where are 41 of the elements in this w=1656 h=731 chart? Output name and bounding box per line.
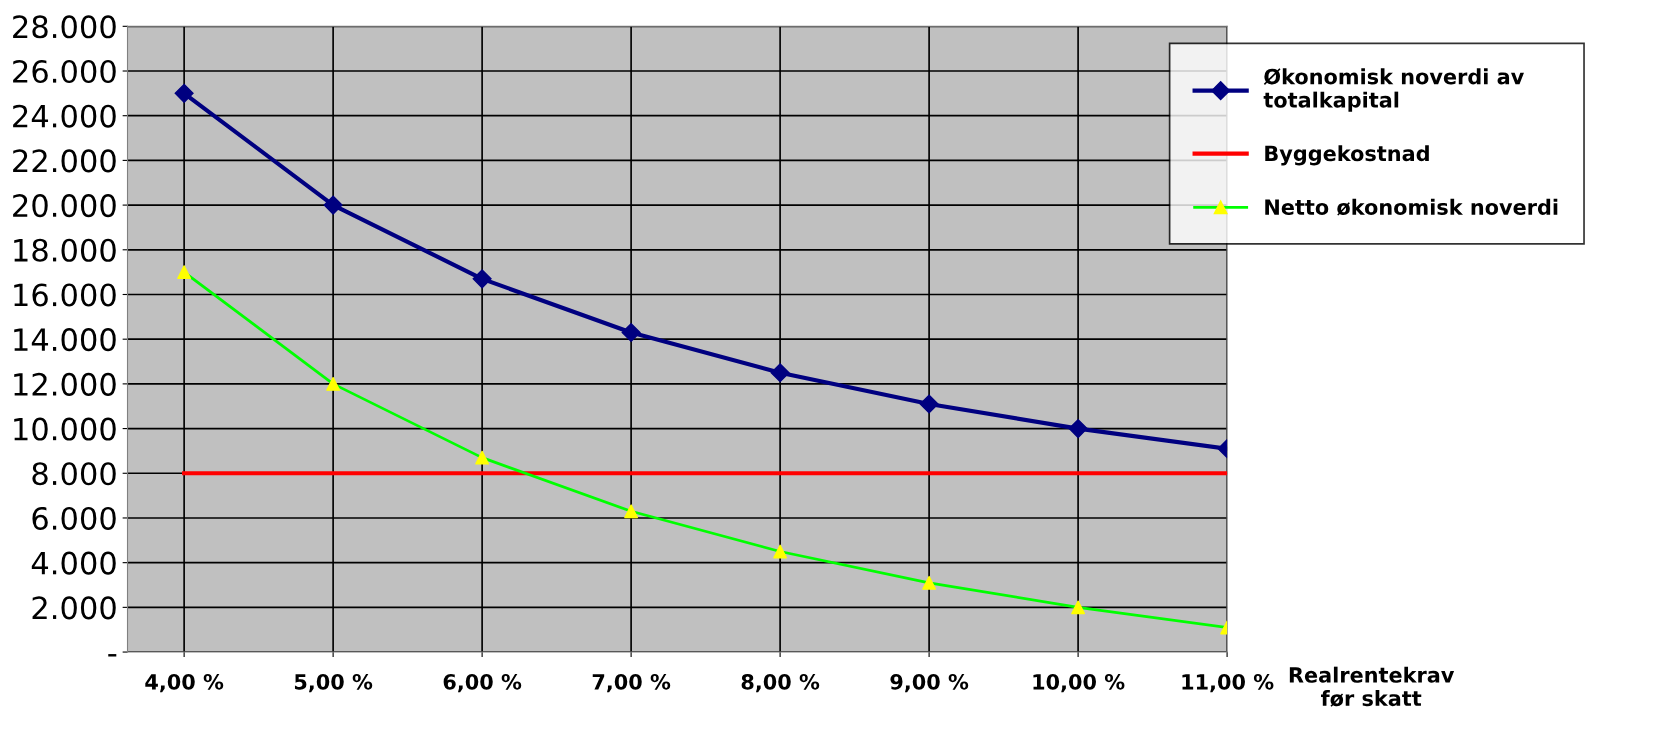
- y-tick-label: 28.000: [13, 15, 116, 39]
- point: [770, 363, 790, 383]
- point: [177, 265, 192, 280]
- point: [472, 269, 492, 289]
- y-tick-label: -: [108, 654, 117, 657]
- x-tick-label: 4,00 %: [145, 673, 224, 693]
- x-tick-label: 10,00 %: [1033, 673, 1125, 693]
- y-tick-label: 2.000: [32, 596, 116, 620]
- point: [919, 394, 939, 414]
- y-tick-label: 20.000: [13, 194, 116, 218]
- y-tick-label: 18.000: [14, 238, 116, 262]
- x-tick-label: 8,00 %: [741, 673, 820, 693]
- x-tick-label: 7,00 %: [592, 673, 671, 693]
- y-tick-label: 6.000: [32, 506, 116, 531]
- point: [621, 322, 641, 343]
- point: [475, 450, 490, 465]
- point: [624, 504, 639, 519]
- legend-label: Netto økonomisk noverdi: [1265, 198, 1558, 216]
- point: [326, 376, 341, 391]
- point: [323, 195, 343, 215]
- point: [773, 544, 788, 559]
- point: [922, 575, 937, 590]
- y-tick-label: 16.000: [14, 283, 116, 307]
- y-tick-label: 10.000: [14, 417, 116, 441]
- x-tick-label: 6,00 %: [443, 673, 522, 693]
- x-tick-label: 5,00 %: [294, 673, 373, 693]
- y-tick-label: 26.000: [13, 59, 116, 84]
- y-tick-label: 8.000: [32, 462, 116, 486]
- x-tick-label: 11,00 %: [1182, 673, 1274, 693]
- point: [174, 83, 194, 103]
- y-tick-label: 24.000: [13, 104, 116, 128]
- y-tick-label: 14.000: [14, 328, 116, 352]
- y-tick-label: 4.000: [31, 551, 116, 575]
- x-axis-title: Realrentekrav før skatt: [1289, 666, 1455, 707]
- x-tick-label: 9,00 %: [890, 673, 969, 693]
- y-tick-label: 22.000: [13, 149, 116, 173]
- legend-label: Byggekostnad: [1265, 145, 1429, 166]
- y-tick-label: 12.000: [14, 372, 116, 396]
- point: [1071, 600, 1086, 615]
- point: [1068, 419, 1088, 439]
- legend-label: Økonomisk noverdi av totalkapital: [1263, 68, 1524, 112]
